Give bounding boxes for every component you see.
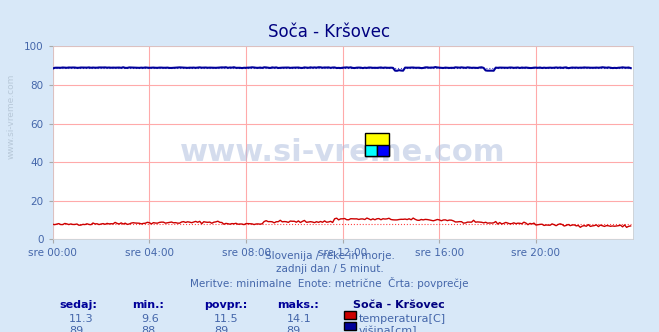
- Text: www.si-vreme.com: www.si-vreme.com: [7, 73, 16, 159]
- Text: temperatura[C]: temperatura[C]: [359, 314, 446, 324]
- Text: 88: 88: [142, 326, 156, 332]
- Text: višina[cm]: višina[cm]: [359, 326, 418, 332]
- Text: 14.1: 14.1: [287, 314, 312, 324]
- FancyBboxPatch shape: [365, 133, 389, 156]
- FancyBboxPatch shape: [377, 145, 389, 156]
- Text: Soča - Kršovec: Soča - Kršovec: [353, 300, 444, 310]
- Text: 89: 89: [69, 326, 84, 332]
- Text: sedaj:: sedaj:: [59, 300, 97, 310]
- Text: povpr.:: povpr.:: [204, 300, 248, 310]
- Text: 89: 89: [287, 326, 301, 332]
- Text: 11.5: 11.5: [214, 314, 239, 324]
- Text: Slovenija / reke in morje.: Slovenija / reke in morje.: [264, 251, 395, 261]
- Text: min.:: min.:: [132, 300, 163, 310]
- Text: www.si-vreme.com: www.si-vreme.com: [180, 138, 505, 167]
- Text: zadnji dan / 5 minut.: zadnji dan / 5 minut.: [275, 264, 384, 274]
- Text: maks.:: maks.:: [277, 300, 318, 310]
- FancyBboxPatch shape: [365, 145, 377, 156]
- Text: 89: 89: [214, 326, 229, 332]
- Text: Soča - Kršovec: Soča - Kršovec: [268, 23, 391, 41]
- Text: Meritve: minimalne  Enote: metrične  Črta: povprečje: Meritve: minimalne Enote: metrične Črta:…: [190, 277, 469, 289]
- Text: 11.3: 11.3: [69, 314, 94, 324]
- Text: 9.6: 9.6: [142, 314, 159, 324]
